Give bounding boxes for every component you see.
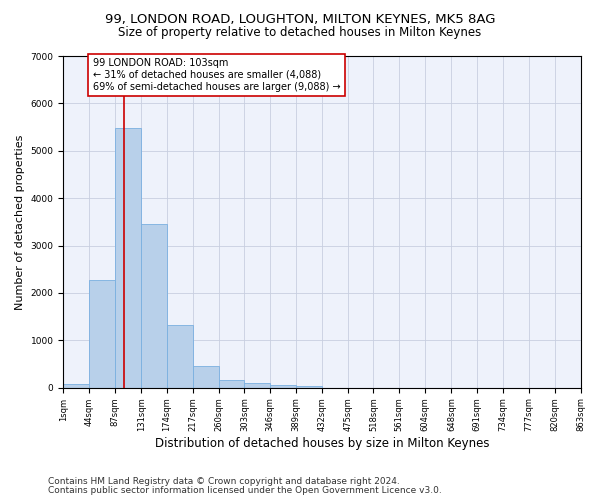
Bar bbox=[193, 366, 218, 388]
Y-axis label: Number of detached properties: Number of detached properties bbox=[15, 134, 25, 310]
Bar bbox=[115, 128, 140, 388]
X-axis label: Distribution of detached houses by size in Milton Keynes: Distribution of detached houses by size … bbox=[155, 437, 489, 450]
Bar bbox=[270, 385, 296, 388]
Text: Contains HM Land Registry data © Crown copyright and database right 2024.: Contains HM Land Registry data © Crown c… bbox=[48, 477, 400, 486]
Bar bbox=[141, 224, 167, 388]
Bar bbox=[244, 383, 270, 388]
Text: Size of property relative to detached houses in Milton Keynes: Size of property relative to detached ho… bbox=[118, 26, 482, 39]
Bar bbox=[218, 380, 244, 388]
Bar bbox=[63, 384, 89, 388]
Text: 99 LONDON ROAD: 103sqm
← 31% of detached houses are smaller (4,088)
69% of semi-: 99 LONDON ROAD: 103sqm ← 31% of detached… bbox=[92, 58, 340, 92]
Bar bbox=[89, 280, 115, 388]
Text: Contains public sector information licensed under the Open Government Licence v3: Contains public sector information licen… bbox=[48, 486, 442, 495]
Bar bbox=[167, 325, 193, 388]
Bar bbox=[296, 386, 322, 388]
Text: 99, LONDON ROAD, LOUGHTON, MILTON KEYNES, MK5 8AG: 99, LONDON ROAD, LOUGHTON, MILTON KEYNES… bbox=[105, 12, 495, 26]
